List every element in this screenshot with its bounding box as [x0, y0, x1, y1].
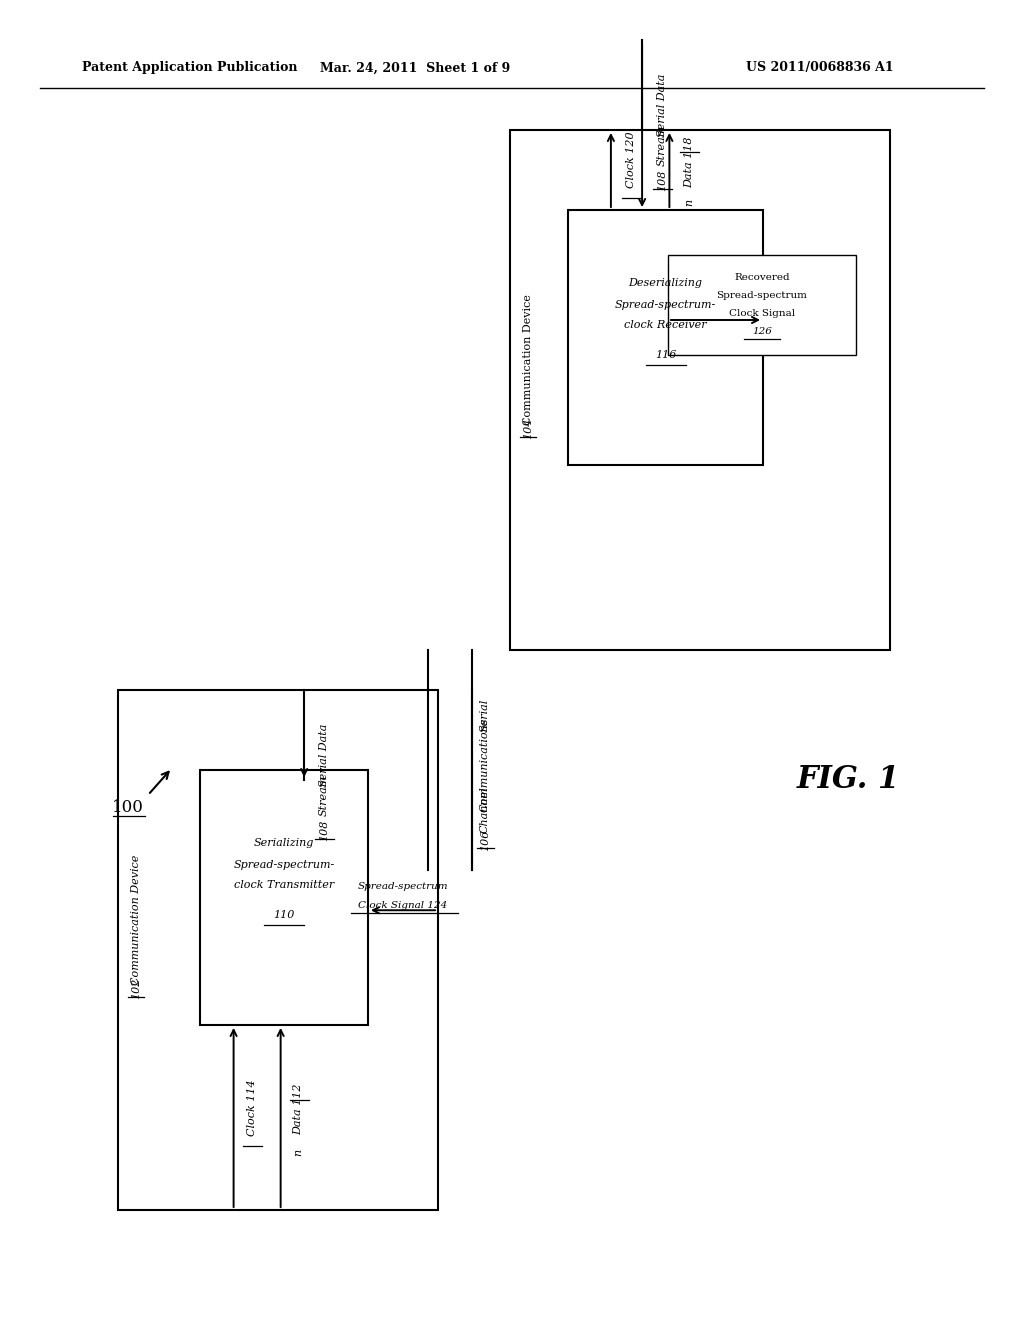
Text: 100: 100: [112, 800, 144, 817]
Text: US 2011/0068836 A1: US 2011/0068836 A1: [746, 62, 894, 74]
Text: FIG. 1: FIG. 1: [797, 764, 900, 796]
Text: n: n: [684, 198, 694, 206]
Text: Communication Device: Communication Device: [131, 855, 141, 985]
Text: Clock 114: Clock 114: [247, 1080, 257, 1135]
Text: Deserializing: Deserializing: [629, 277, 702, 288]
Text: Stream: Stream: [657, 124, 667, 165]
Text: 108: 108: [319, 820, 329, 841]
Text: Recovered: Recovered: [734, 272, 790, 281]
Text: Patent Application Publication: Patent Application Publication: [82, 62, 298, 74]
Text: n: n: [294, 1148, 304, 1156]
Text: Spread-spectrum: Spread-spectrum: [717, 290, 808, 300]
Text: 106: 106: [480, 829, 490, 850]
Text: Serial Data: Serial Data: [657, 74, 667, 137]
Text: Serial Data: Serial Data: [319, 723, 329, 787]
Text: Data 112: Data 112: [294, 1084, 304, 1135]
Text: Communications: Communications: [480, 718, 490, 812]
Text: 104: 104: [523, 417, 534, 438]
Text: 126: 126: [752, 326, 772, 335]
Bar: [568, 210, 763, 465]
Text: 102: 102: [131, 977, 141, 999]
Text: Channel: Channel: [480, 787, 490, 833]
Text: Clock Signal 124: Clock Signal 124: [358, 900, 447, 909]
Text: Stream: Stream: [319, 775, 329, 816]
Bar: [510, 129, 890, 649]
Bar: [668, 255, 856, 355]
Text: 108: 108: [657, 169, 667, 190]
Text: Data 118: Data 118: [684, 136, 694, 187]
Bar: [200, 770, 368, 1026]
Text: Clock Signal: Clock Signal: [729, 309, 795, 318]
Text: Mar. 24, 2011  Sheet 1 of 9: Mar. 24, 2011 Sheet 1 of 9: [319, 62, 510, 74]
Text: clock Transmitter: clock Transmitter: [233, 880, 334, 891]
Text: Communication Device: Communication Device: [523, 294, 534, 425]
Text: Serializing: Serializing: [254, 837, 314, 847]
Text: Spread-spectrum-: Spread-spectrum-: [233, 859, 335, 870]
Text: 116: 116: [654, 351, 676, 360]
Text: clock Receiver: clock Receiver: [625, 321, 707, 330]
Text: Serial: Serial: [480, 698, 490, 731]
Bar: [118, 690, 438, 1210]
Text: Spread-spectrum: Spread-spectrum: [357, 882, 449, 891]
Text: Clock 120: Clock 120: [626, 132, 636, 189]
Text: 110: 110: [273, 911, 295, 920]
Text: Spread-spectrum-: Spread-spectrum-: [614, 300, 716, 309]
